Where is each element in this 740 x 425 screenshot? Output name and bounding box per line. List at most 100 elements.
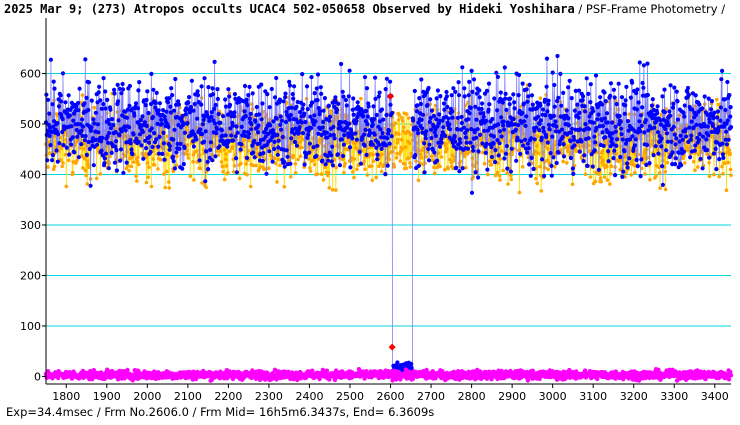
series-target-point — [270, 128, 276, 133]
series-comparison-point — [605, 164, 609, 169]
series-comparison-point — [300, 145, 304, 150]
series-target-point — [336, 101, 341, 106]
series-target-point — [127, 103, 132, 108]
series-target-point — [223, 97, 228, 102]
series-target-point — [454, 165, 459, 170]
series-target-point — [203, 129, 208, 134]
series-target-point — [187, 110, 192, 115]
series-target-point — [80, 117, 85, 122]
series-target-point — [714, 167, 719, 172]
series-comparison-point — [648, 178, 652, 182]
series-target-point — [673, 162, 678, 167]
series-target-point — [606, 149, 611, 154]
series-target-point — [586, 91, 591, 96]
series-comparison-point — [403, 162, 407, 166]
series-target-point — [314, 86, 319, 91]
series-comparison-point — [146, 175, 150, 180]
series-target-point — [505, 166, 510, 171]
series-comparison-point — [583, 172, 588, 177]
series-target-point — [84, 152, 89, 157]
series-target-point — [73, 108, 78, 114]
series-comparison-point — [685, 145, 689, 149]
series-comparison-point — [705, 152, 709, 157]
series-target-point — [98, 98, 103, 103]
series-comparison-point — [498, 178, 502, 182]
series-target-point — [66, 93, 71, 98]
series-target-point — [613, 129, 619, 134]
series-comparison-point — [408, 161, 412, 165]
series-target-point — [603, 135, 608, 140]
series-target-point — [486, 107, 491, 112]
series-comparison-point — [352, 175, 356, 180]
series-target-point — [560, 134, 565, 139]
series-target-point — [186, 100, 191, 105]
series-comparison-point — [83, 168, 88, 173]
series-target-point — [284, 148, 289, 153]
series-comparison-point — [61, 161, 65, 165]
series-target-point — [720, 141, 725, 146]
series-target-point — [108, 126, 113, 131]
series-target-point — [546, 98, 551, 103]
series-target-point — [344, 103, 349, 108]
series-comparison-point — [430, 158, 435, 162]
series-target-point — [540, 157, 545, 162]
series-target-point — [378, 127, 383, 132]
series-target-point — [372, 132, 377, 137]
series-target-point — [260, 158, 265, 164]
series-comparison-point — [478, 137, 482, 141]
series-target-point — [145, 89, 150, 94]
series-target-point — [80, 124, 85, 129]
series-comparison-point — [370, 178, 375, 183]
series-target-point — [383, 87, 388, 92]
series-target-point — [102, 156, 107, 161]
series-target-point — [135, 106, 141, 111]
series-target-point — [438, 94, 443, 99]
series-target-point — [315, 72, 321, 77]
series-comparison-point — [129, 164, 134, 169]
series-target-point — [727, 93, 732, 98]
series-target-point — [238, 147, 243, 152]
series-target-point — [51, 79, 56, 84]
series-target-point — [422, 141, 427, 146]
series-target-point — [106, 118, 111, 123]
series-comparison-point — [482, 161, 487, 166]
series-target-point — [637, 60, 642, 65]
series-comparison-point — [465, 152, 470, 156]
series-target-point — [115, 82, 120, 87]
series-comparison-point — [501, 168, 506, 173]
series-target-point — [177, 146, 182, 151]
series-target-point — [141, 156, 146, 161]
series-target-point — [347, 121, 352, 126]
series-target-point — [504, 107, 509, 112]
series-target-point — [320, 125, 325, 130]
series-target-point — [322, 96, 327, 101]
series-target-point — [426, 85, 431, 91]
series-target-point — [536, 114, 541, 119]
series-target-point — [453, 89, 458, 94]
series-target-point — [235, 130, 240, 135]
series-comparison-point — [85, 182, 90, 186]
series-target-point — [170, 154, 175, 159]
series-target-point — [298, 110, 303, 115]
series-target-point — [637, 119, 642, 124]
series-target-point — [376, 94, 381, 99]
series-target-point — [178, 141, 183, 146]
series-target-point — [439, 140, 444, 145]
series-target-point — [197, 158, 202, 163]
series-target-point — [100, 153, 105, 158]
series-target-point — [544, 134, 549, 140]
series-target-point — [449, 93, 454, 98]
series-target-point — [387, 141, 392, 146]
series-target-point — [204, 149, 209, 154]
series-target-point — [56, 132, 61, 137]
series-target-point — [443, 134, 448, 139]
series-target-point — [539, 135, 544, 140]
series-target-point — [379, 146, 384, 151]
series-target-point — [339, 120, 344, 125]
series-target-point — [167, 147, 172, 152]
series-target-point — [182, 145, 187, 150]
series-comparison-point — [222, 148, 227, 152]
series-target-point — [707, 155, 712, 160]
series-target-point — [420, 126, 425, 131]
series-target-point — [494, 70, 499, 75]
